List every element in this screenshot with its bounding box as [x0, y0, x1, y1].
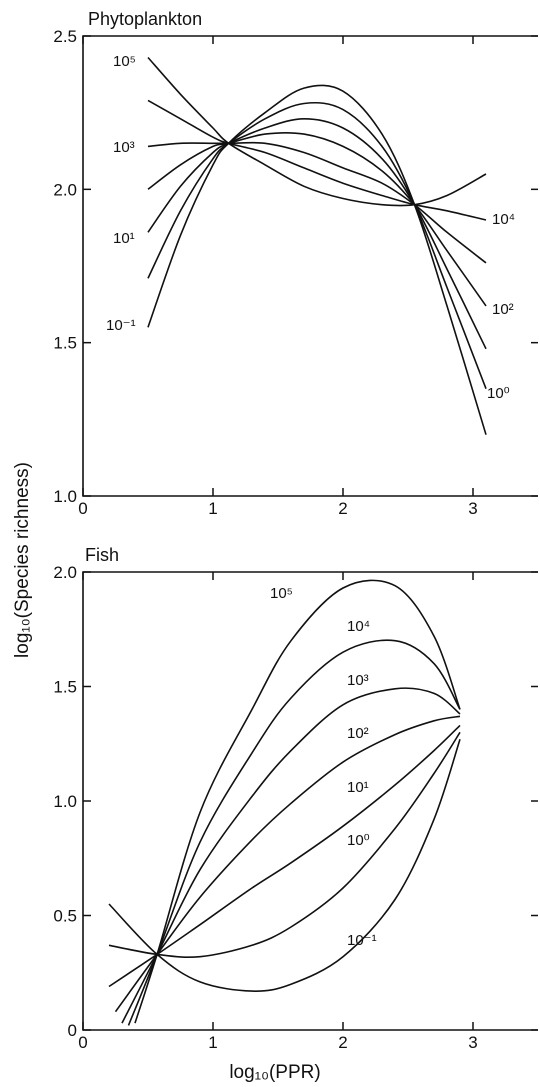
fish-panel: Fish 0 1 2 3 0 0.5 1.0 1.5 2.0 10⁵ 10⁴ 10³ 10² 10¹ 10⁰ 1… [53, 545, 538, 1052]
x-tick-label: 1 [208, 1033, 217, 1052]
y-axis-title: log₁₀(Species richness) [12, 462, 33, 658]
series-label-10minus1: 10⁻¹ [106, 317, 136, 334]
series-line-105 [147, 56, 487, 207]
y-tick-label: 0.5 [53, 907, 77, 926]
x-tick-label: 1 [208, 499, 217, 518]
series-label-100: 10⁰ [487, 385, 510, 402]
x-tick-label: 0 [78, 499, 87, 518]
x-tick-label: 2 [338, 499, 347, 518]
x-tick-label: 2 [338, 1033, 347, 1052]
series-line-104 [147, 99, 487, 221]
series-label-100: 10⁰ [347, 832, 370, 849]
series-label-104: 10⁴ [347, 618, 370, 635]
series-line-100 [147, 101, 487, 389]
series-line-101 [108, 724, 461, 988]
series-line-10minus1 [147, 84, 487, 435]
series-label-10minus1: 10⁻¹ [347, 932, 377, 949]
x-tick-label: 3 [468, 499, 477, 518]
phytoplankton-panel: Phytoplankton 0 1 2 3 1.0 1.5 2.0 2.5 10⁵ 10³ 10¹ 10… [53, 9, 538, 518]
y-tick-label: 2.0 [53, 180, 77, 199]
y-tick-label: 1.0 [53, 792, 77, 811]
series-label-105: 10⁵ [270, 585, 293, 602]
series-label-103: 10³ [347, 672, 369, 689]
series-line-105 [134, 579, 461, 1024]
series-line-102 [114, 715, 461, 1013]
y-tick-label: 1.0 [53, 487, 77, 506]
panel-title: Fish [85, 545, 119, 565]
x-axis-title: log₁₀(PPR) [229, 1062, 320, 1083]
series-label-101: 10¹ [347, 779, 369, 796]
y-tick-label: 2.5 [53, 27, 77, 46]
y-tick-label: 2.0 [53, 563, 77, 582]
series-line-100 [108, 731, 461, 959]
series-label-101: 10¹ [113, 230, 135, 247]
y-tick-label: 0 [68, 1021, 77, 1040]
series-label-104: 10⁴ [492, 211, 515, 228]
x-tick-label: 0 [78, 1033, 87, 1052]
series-label-105: 10⁵ [113, 53, 136, 70]
series-line-104 [127, 639, 461, 1026]
series-line-101 [147, 117, 487, 350]
series-label-102: 10² [347, 725, 369, 742]
y-tick-label: 1.5 [53, 334, 77, 353]
series-label-103: 10³ [113, 139, 135, 156]
x-tick-label: 3 [468, 1033, 477, 1052]
plot-frame [82, 35, 538, 497]
panel-title: Phytoplankton [88, 9, 202, 29]
series-line-103 [147, 141, 487, 264]
y-tick-label: 1.5 [53, 678, 77, 697]
series-line-10minus1 [108, 738, 461, 992]
series-line-103 [121, 687, 461, 1024]
series-line-102 [147, 131, 487, 307]
series-label-102: 10² [492, 301, 514, 318]
